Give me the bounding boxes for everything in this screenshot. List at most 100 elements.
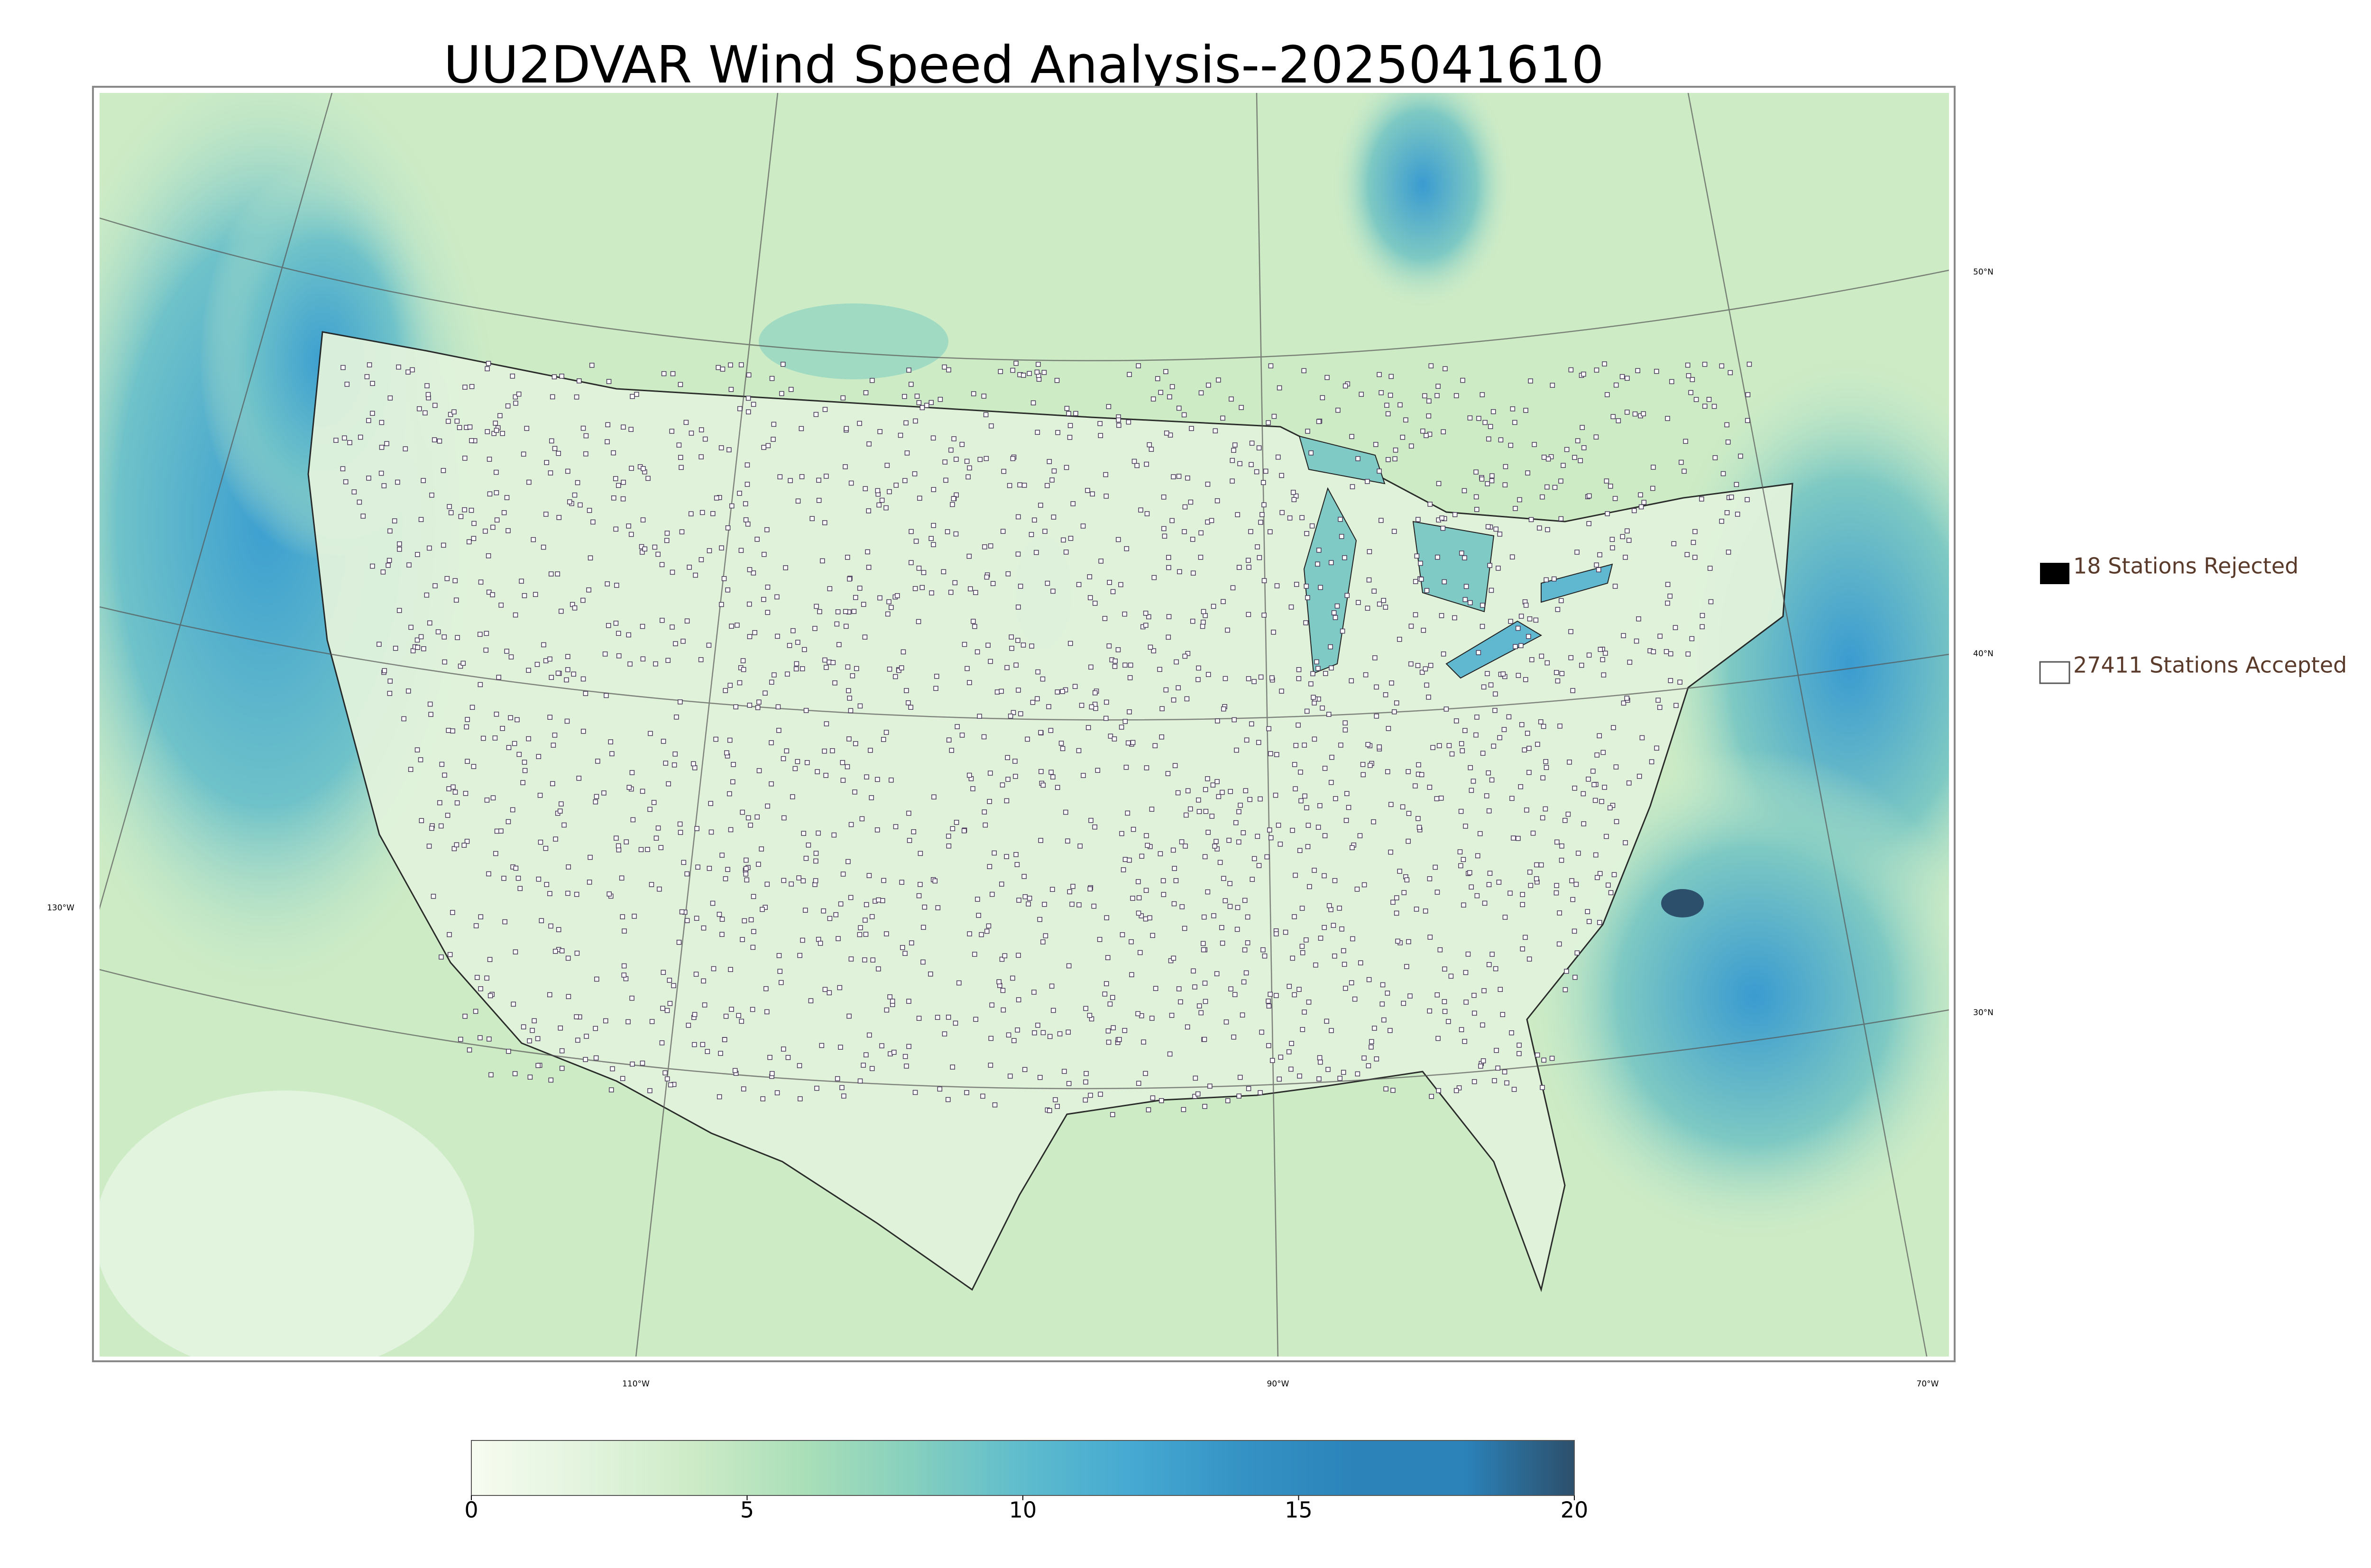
station-marker (478, 914, 484, 919)
station-marker (1671, 541, 1677, 546)
station-marker (1323, 671, 1328, 676)
station-marker (933, 686, 938, 691)
station-marker (1712, 455, 1718, 460)
station-marker (1632, 508, 1637, 513)
station-marker (1581, 371, 1586, 377)
station-marker (728, 362, 733, 368)
station-marker (533, 592, 538, 597)
station-marker (827, 990, 832, 996)
station-marker (665, 658, 671, 663)
station-marker (1211, 913, 1216, 918)
station-marker (866, 441, 872, 447)
station-marker (1149, 1016, 1155, 1021)
station-marker (1685, 362, 1691, 368)
station-marker (1388, 802, 1394, 807)
station-marker (1374, 1056, 1379, 1062)
colorbar-scale (471, 1440, 1575, 1496)
station-marker (1110, 589, 1116, 595)
station-marker (1523, 935, 1528, 940)
station-marker (1151, 575, 1157, 580)
station-marker (649, 882, 654, 887)
station-marker (661, 371, 667, 376)
station-marker (779, 980, 784, 985)
station-marker (1138, 950, 1143, 955)
station-marker (1163, 369, 1168, 375)
station-marker (487, 457, 492, 462)
station-marker (719, 917, 725, 922)
station-marker (488, 1072, 494, 1078)
station-marker (536, 876, 542, 882)
station-marker (1188, 499, 1194, 505)
station-marker (729, 503, 735, 509)
station-marker (847, 696, 852, 701)
station-marker (912, 1090, 918, 1095)
station-marker (1385, 769, 1390, 774)
station-marker (1182, 529, 1187, 534)
station-marker (1310, 671, 1315, 677)
station-marker (774, 1090, 780, 1096)
station-marker (985, 642, 991, 648)
station-marker (1068, 536, 1074, 541)
station-marker (432, 403, 438, 408)
station-marker (658, 845, 664, 850)
station-marker (1522, 747, 1527, 752)
station-marker (1590, 769, 1596, 774)
station-marker (937, 396, 943, 402)
station-marker (1161, 892, 1167, 897)
station-marker (1010, 975, 1015, 981)
station-marker (626, 785, 632, 790)
station-marker (824, 665, 829, 670)
station-marker (655, 825, 661, 831)
station-marker (439, 954, 444, 960)
station-marker (1239, 405, 1244, 410)
station-marker (1611, 872, 1617, 877)
station-marker (1093, 690, 1098, 696)
station-marker (1342, 720, 1348, 725)
station-marker (946, 1015, 951, 1020)
station-marker (408, 767, 414, 772)
station-marker (937, 1086, 943, 1092)
station-marker (1014, 862, 1020, 867)
station-marker (1098, 559, 1103, 564)
legend: 18 Stations Rejected 27411 Stations Acce… (2039, 553, 2347, 684)
station-marker (1355, 456, 1360, 461)
station-marker (862, 634, 868, 640)
station-marker (1684, 552, 1690, 557)
station-marker (1164, 431, 1169, 436)
station-marker (1246, 1086, 1251, 1091)
station-marker (548, 571, 554, 577)
station-marker (800, 937, 805, 943)
station-marker (1328, 560, 1334, 565)
station-marker (626, 632, 631, 638)
station-marker (1557, 724, 1562, 729)
station-marker (1361, 1055, 1367, 1061)
station-marker (756, 699, 762, 705)
station-marker (1246, 676, 1251, 681)
station-marker (755, 705, 761, 710)
station-marker (378, 470, 384, 476)
station-marker (490, 524, 496, 530)
station-marker (1458, 808, 1464, 814)
station-marker (1339, 534, 1344, 539)
station-marker (1087, 574, 1093, 579)
station-marker (526, 668, 531, 673)
station-marker (556, 515, 562, 520)
station-marker (609, 751, 615, 756)
station-marker (1520, 946, 1525, 952)
station-marker (1526, 634, 1531, 639)
station-marker (781, 756, 786, 761)
station-marker (904, 1064, 909, 1069)
station-marker (426, 844, 432, 849)
station-marker (1143, 916, 1149, 922)
station-marker (1422, 393, 1427, 399)
station-marker (979, 932, 984, 937)
station-marker (544, 882, 550, 887)
station-marker (1292, 762, 1297, 767)
station-marker (1293, 872, 1298, 878)
station-marker (1668, 651, 1673, 657)
station-marker (1383, 692, 1388, 697)
station-marker (1693, 397, 1699, 402)
station-marker (852, 789, 857, 795)
station-marker (473, 1009, 478, 1014)
station-marker (370, 563, 375, 569)
